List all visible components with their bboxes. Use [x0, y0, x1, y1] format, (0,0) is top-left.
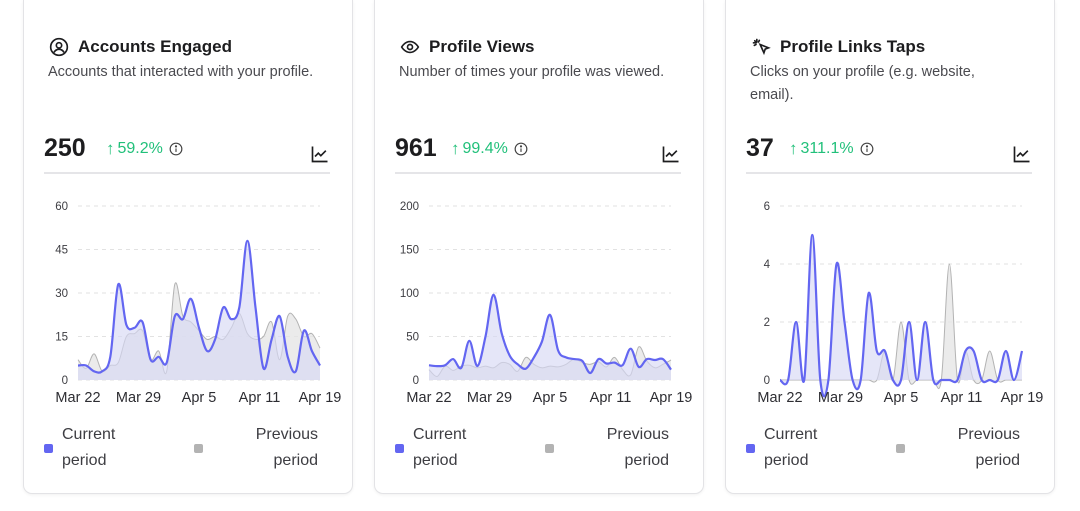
- card-title: Profile Links Taps: [780, 37, 926, 56]
- x-tick-label: Apr 19: [650, 390, 693, 406]
- card-profile-views: Profile Views Number of times your profi…: [374, 0, 704, 494]
- metric-value: 37: [746, 134, 774, 162]
- card-accounts-engaged: Accounts Engaged Accounts that interacte…: [23, 0, 353, 494]
- chart-accounts-engaged: 0 15 30 45 60 Mar 22 Mar 29 Apr 5 Apr 11 Apr 19: [55, 201, 342, 406]
- y-tick-label: 0: [413, 375, 419, 387]
- series-line-current-period: [77, 239, 321, 374]
- legend-swatch-current: [44, 444, 53, 453]
- metric-change-value: 99.4%: [462, 140, 508, 157]
- x-tick-label: Mar 29: [818, 390, 863, 406]
- series-area-previous-period: [780, 264, 1022, 389]
- y-tick-label: 0: [764, 375, 770, 387]
- y-tick-label: 4: [764, 259, 771, 271]
- legend-label-current: Current period: [764, 426, 818, 469]
- arrow-up-icon: ↑: [106, 139, 115, 158]
- legend-label-previous: Previous period: [957, 426, 1020, 469]
- card-header: Profile Views: [399, 36, 535, 58]
- y-tick-label: 2: [764, 317, 770, 329]
- pointer-click-icon: [750, 36, 772, 58]
- x-tick-label: Apr 11: [239, 390, 281, 406]
- metric-value: 250: [44, 134, 86, 162]
- series-area-current-period: [429, 294, 671, 380]
- x-tick-label: Apr 19: [299, 390, 342, 406]
- y-tick-label: 60: [55, 201, 68, 213]
- legend-swatch-previous: [896, 444, 905, 453]
- legend-label-current: Current period: [413, 426, 467, 469]
- info-icon[interactable]: [514, 142, 528, 156]
- metric-change: ↑ 311.1%: [789, 139, 874, 159]
- card-header: Accounts Engaged: [48, 36, 232, 58]
- y-tick-label: 15: [55, 332, 68, 344]
- chart-type-icon[interactable]: [661, 144, 681, 164]
- x-tick-label: Apr 5: [884, 390, 919, 406]
- x-tick-label: Mar 22: [55, 390, 100, 406]
- legend-label-current: Current period: [62, 426, 116, 469]
- chart-profile-links-taps: 0 2 4 6 Mar 22 Mar 29 Apr 5 Apr 11 Apr 19: [757, 201, 1044, 406]
- metric-change-value: 59.2%: [117, 140, 163, 157]
- x-tick-label: Mar 29: [467, 390, 512, 406]
- chart-type-icon[interactable]: [310, 144, 330, 164]
- chart-type-icon[interactable]: [1012, 144, 1032, 164]
- legend-swatch-previous: [545, 444, 554, 453]
- x-tick-label: Mar 22: [757, 390, 802, 406]
- user-circle-icon: [48, 36, 70, 58]
- y-tick-label: 30: [55, 288, 68, 300]
- y-tick-label: 45: [55, 245, 68, 257]
- metric-row: 250 ↑ 59.2%: [44, 132, 330, 174]
- metric-row: 961 ↑ 99.4%: [395, 132, 681, 174]
- series-line-current-period: [428, 293, 672, 375]
- card-header: Profile Links Taps: [750, 36, 925, 58]
- arrow-up-icon: ↑: [451, 139, 460, 158]
- y-tick-label: 50: [406, 332, 419, 344]
- card-description: Accounts that interacted with your profi…: [48, 64, 314, 80]
- chart-profile-views: 0 50 100 150 200 Mar 22 Mar 29 Apr 5 Apr 11 Apr 1…: [400, 201, 693, 406]
- legend: Current period Previous period: [746, 422, 1036, 478]
- legend-label-previous: Previous period: [255, 426, 318, 469]
- legend-swatch-current: [746, 444, 755, 453]
- metric-row: 37 ↑ 311.1%: [746, 132, 1032, 174]
- info-icon[interactable]: [169, 142, 183, 156]
- card-profile-links-taps: Profile Links Taps Clicks on your profil…: [725, 0, 1055, 494]
- legend: Current period Previous period: [395, 422, 685, 478]
- y-tick-label: 200: [400, 201, 419, 213]
- legend-label-previous: Previous period: [606, 426, 669, 469]
- y-tick-label: 0: [62, 375, 68, 387]
- series-area-current-period: [780, 235, 1022, 397]
- x-tick-label: Apr 11: [941, 390, 983, 406]
- card-title: Profile Views: [429, 37, 535, 56]
- arrow-up-icon: ↑: [789, 139, 798, 158]
- metric-change-value: 311.1%: [800, 140, 854, 157]
- x-tick-label: Apr 5: [182, 390, 217, 406]
- card-description: Number of times your profile was viewed.: [399, 64, 665, 80]
- legend-swatch-current: [395, 444, 404, 453]
- y-tick-label: 150: [400, 245, 419, 257]
- legend-swatch-previous: [194, 444, 203, 453]
- y-tick-label: 100: [400, 288, 419, 300]
- metric-value: 961: [395, 134, 437, 162]
- card-title: Accounts Engaged: [78, 37, 232, 56]
- info-icon[interactable]: [860, 142, 874, 156]
- x-tick-label: Mar 29: [116, 390, 161, 406]
- series-line-current-period: [779, 233, 1024, 398]
- x-tick-label: Mar 22: [406, 390, 451, 406]
- eye-icon: [399, 36, 421, 58]
- metric-change: ↑ 99.4%: [451, 139, 528, 159]
- legend: Current period Previous period: [44, 422, 334, 478]
- x-tick-label: Apr 11: [590, 390, 632, 406]
- x-tick-label: Apr 5: [533, 390, 568, 406]
- y-tick-label: 6: [764, 201, 770, 213]
- metric-change: ↑ 59.2%: [106, 139, 183, 159]
- card-description: Clicks on your profile (e.g. website, em…: [750, 64, 975, 103]
- x-tick-label: Apr 19: [1001, 390, 1044, 406]
